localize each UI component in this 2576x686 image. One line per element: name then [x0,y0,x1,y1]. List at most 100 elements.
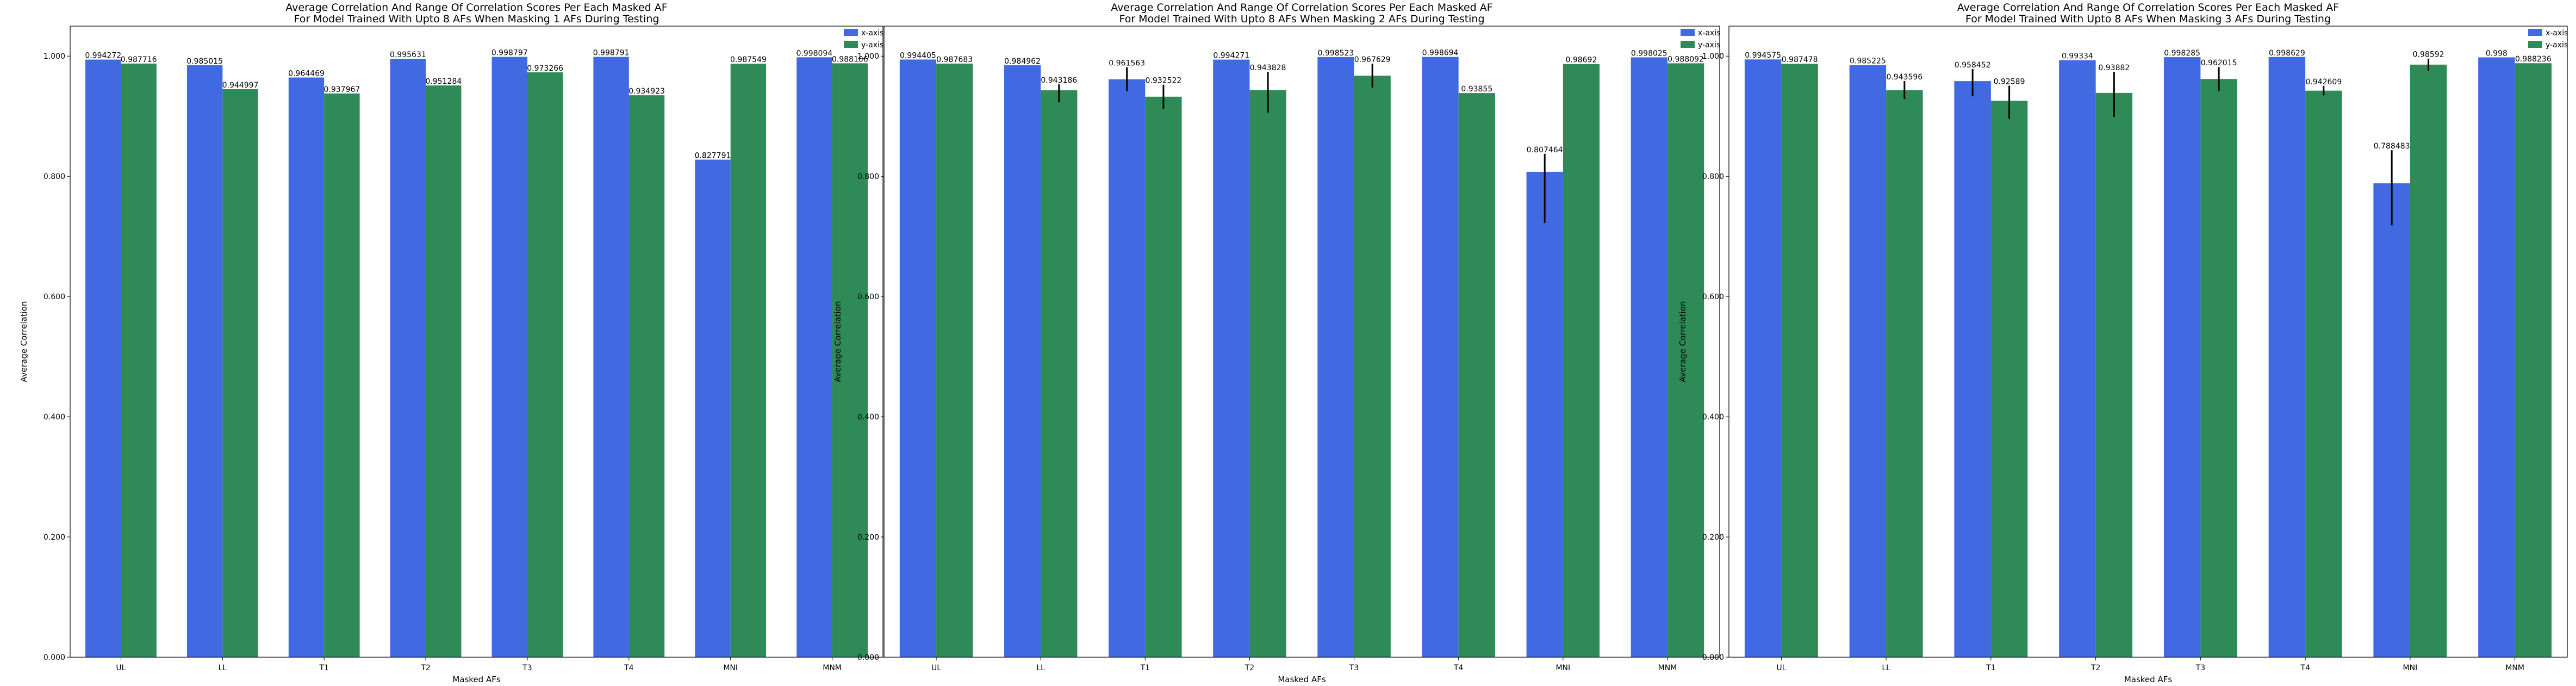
data-label: 0.98692 [1565,56,1597,65]
data-label: 0.962015 [2201,59,2237,67]
data-label: 0.958452 [1955,61,1991,70]
bar-y-axis-UL [1781,64,1818,658]
bar-x-axis-T1 [288,77,325,657]
data-label: 0.943828 [1250,64,1286,72]
y-tick-label: 0.400 [43,413,65,422]
axes-frame [1728,26,2568,658]
bar-x-axis-MNI [2373,183,2410,657]
data-label: 0.827791 [695,151,731,160]
x-tick-label: MNI [1555,664,1570,672]
data-label: 0.998523 [1318,49,1354,58]
bar-x-axis-T4 [593,57,629,658]
legend-label: y-axis [2546,41,2568,50]
x-tick-label: T3 [522,664,532,672]
y-tick-label: 0.800 [43,172,65,181]
bar-x-axis-T4 [2268,57,2306,658]
x-tick-label: T1 [1986,664,1995,672]
legend-label: x-axis [2546,29,2568,38]
data-label: 0.99334 [2062,52,2093,61]
chart-panel-3: Average Correlation And Range Of Correla… [1678,2,2568,684]
bar-x-axis-T3 [491,57,527,657]
bar-y-axis-T4 [629,95,665,657]
y-tick-label: 0.000 [1702,653,1724,662]
x-tick-label: T1 [1140,664,1150,672]
y-tick-label: 0.200 [43,533,65,542]
x-tick-label: T2 [2090,664,2100,672]
y-tick-label: 1.000 [857,52,879,61]
bar-y-axis-T1 [1990,101,2028,657]
bar-x-axis-MNM [2478,57,2515,657]
x-tick-label: LL [1882,664,1890,672]
data-label: 0.987478 [1782,55,1818,64]
data-label: 0.944997 [222,81,259,90]
legend-label: x-axis [1698,29,1720,38]
data-label: 0.988236 [2515,55,2552,64]
data-label: 0.995631 [390,51,426,59]
data-label: 0.942609 [2305,78,2342,86]
x-tick-label: UL [1776,664,1786,672]
legend: x-axis y-axis [844,29,883,50]
bar-y-axis-MNI [2410,64,2447,658]
data-label: 0.998094 [796,49,832,58]
bar-y-axis-MNI [1563,64,1600,658]
legend-label: y-axis [861,41,883,50]
x-axis-label: Masked AFs [2124,675,2173,684]
legend: x-axis y-axis [1681,29,1720,50]
legend-label: y-axis [1698,41,1720,50]
chart-title-line: For Model Trained With Upto 8 AFs When M… [294,13,659,25]
y-tick-label: 0.000 [43,653,65,662]
y-tick-label: 0.800 [1702,172,1724,181]
data-label: 0.985015 [186,57,223,66]
data-label: 0.943186 [1041,76,1077,85]
data-label: 0.934923 [629,87,665,96]
y-tick-label: 0.400 [857,413,879,422]
x-tick-label: LL [219,664,227,672]
y-tick-label: 0.600 [857,293,879,301]
bar-x-axis-MNI [1526,171,1563,657]
data-label: 0.988092 [1667,55,1704,64]
bar-x-axis-UL [85,59,121,658]
bar-x-axis-T2 [390,59,426,657]
y-tick-label: 0.400 [1702,413,1724,422]
data-label: 0.998694 [1422,49,1459,58]
x-tick-label: T1 [319,664,328,672]
x-tick-label: UL [116,664,126,672]
bar-x-axis-LL [1849,65,1887,658]
bar-y-axis-UL [936,63,973,657]
data-label: 0.964469 [288,69,325,78]
data-label: 0.98592 [2413,51,2444,59]
chart-title-line: Average Correlation And Range Of Correla… [1957,2,2339,14]
x-tick-label: T3 [2195,664,2205,672]
x-axis-label: Masked AFs [1278,675,1326,684]
y-tick-label: 0.800 [857,172,879,181]
data-label: 0.788483 [2374,142,2410,151]
bar-y-axis-T4 [2305,90,2342,657]
data-label: 0.998629 [2269,49,2305,58]
y-axis-label: Average Correlation [19,301,29,382]
x-tick-label: MNM [1658,664,1677,672]
y-tick-label: 0.200 [1702,533,1724,542]
bar-x-axis-T1 [1109,79,1146,658]
y-tick-label: 0.200 [857,533,879,542]
bar-x-axis-T3 [1317,57,1354,657]
data-label: 0.937967 [323,85,360,94]
y-tick-label: 0.000 [857,653,879,662]
data-label: 0.987549 [730,55,767,64]
bar-x-axis-MNM [797,57,832,658]
bar-x-axis-UL [899,59,937,658]
y-tick-label: 0.600 [1702,293,1724,301]
data-label: 0.987683 [936,55,973,64]
legend-swatch [2528,29,2542,36]
bar-x-axis-T3 [2163,57,2201,657]
x-tick-label: MNI [723,664,738,672]
data-label: 0.994575 [1745,51,1781,60]
data-label: 0.988106 [832,55,868,64]
bar-y-axis-UL [121,63,157,658]
data-label: 0.994405 [900,51,936,60]
bar-y-axis-MNM [2515,63,2552,658]
bar-y-axis-T4 [1458,93,1495,657]
bar-y-axis-LL [1886,90,1923,658]
data-label: 0.92589 [1994,77,2025,86]
bar-x-axis-T1 [1954,81,1991,657]
